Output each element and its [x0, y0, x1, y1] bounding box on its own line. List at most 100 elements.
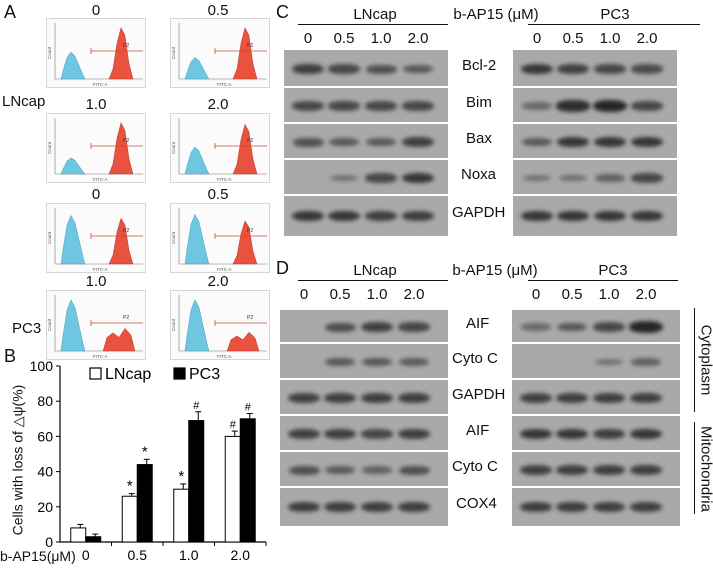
protein-band	[519, 501, 553, 513]
x-axis-label: FITC-A	[217, 354, 232, 359]
significance-marker: #	[230, 419, 237, 431]
protein-band	[362, 466, 392, 474]
protein-label: AIF	[466, 422, 490, 439]
bar-lncap	[121, 495, 138, 543]
blot-strip-pc3	[512, 342, 680, 380]
protein-band	[631, 358, 661, 366]
protein-label: Cyto C	[452, 458, 498, 475]
protein-band	[364, 210, 398, 222]
histogram-dose-label: 0	[91, 2, 101, 19]
gate-label: P2	[123, 43, 129, 49]
blot-strip-pc3	[512, 378, 680, 416]
dose-label-lncap: 1.0	[366, 286, 388, 303]
gate-label: P2	[247, 228, 253, 234]
protein-band	[629, 392, 663, 404]
blot-strip-lncap	[284, 86, 448, 124]
protein-band	[519, 464, 553, 476]
histogram-dose-label: 2.0	[207, 273, 229, 290]
significance-marker: #	[193, 400, 200, 412]
protein-label: Bim	[466, 94, 492, 111]
panel-c-pc3-rule	[528, 24, 700, 25]
protein-band	[522, 174, 552, 182]
high-signal-peak	[108, 217, 134, 265]
protein-band	[361, 429, 393, 439]
blot-strip-pc3	[513, 86, 677, 124]
dose-label-pc3: 2.0	[636, 30, 658, 47]
gate-label: P2	[247, 315, 253, 321]
protein-band	[292, 137, 324, 147]
dose-label-lncap: 1.0	[370, 30, 392, 47]
protein-band	[288, 465, 320, 475]
panel-d-dose-title: b-AP15 (μM)	[452, 262, 538, 279]
significance-marker: *	[127, 478, 133, 495]
panel-a-cell-label-lncap: LNcap	[2, 93, 46, 110]
y-tick-label: 80	[37, 393, 53, 409]
protein-band	[521, 323, 551, 331]
protein-band	[631, 173, 663, 183]
legend-swatch-lncap	[89, 367, 102, 380]
protein-band	[630, 210, 664, 222]
legend-swatch-pc3	[173, 367, 186, 380]
y-tick-label: 100	[30, 358, 53, 374]
bar-pc3	[136, 464, 153, 543]
blot-strip-pc3	[512, 308, 680, 344]
panel-c-lncap-rule	[298, 24, 448, 25]
protein-band	[631, 101, 663, 111]
protein-band	[555, 501, 589, 513]
y-axis-label: Count	[171, 141, 176, 154]
protein-band	[397, 392, 431, 404]
protein-band	[323, 392, 357, 404]
protein-band	[556, 100, 590, 112]
protein-label: Bax	[466, 130, 492, 147]
significance-marker: #	[245, 402, 252, 414]
protein-label: GAPDH	[452, 386, 506, 403]
flow-histogram: P2 FITC-A Count	[46, 290, 146, 360]
panel-a-letter: A	[4, 2, 17, 22]
protein-band	[328, 137, 360, 147]
protein-band	[594, 64, 626, 74]
protein-band	[361, 357, 393, 367]
protein-band	[398, 465, 430, 475]
legend-label-pc3: PC3	[189, 366, 220, 383]
protein-label: Noxa	[461, 166, 497, 183]
flow-histogram: P2 FITC-A Count	[46, 113, 146, 183]
protein-band	[593, 136, 627, 148]
panel-b-y-axis-label: Cells with loss of △ψ(%)	[9, 384, 26, 536]
blot-strip-lncap	[280, 414, 448, 452]
protein-label: Bcl-2	[462, 57, 497, 74]
dose-label-lncap: 2.0	[407, 30, 429, 47]
protein-band	[291, 63, 325, 75]
panel-c-pc3-title: PC3	[600, 6, 630, 23]
flow-histogram: P2 FITC-A Count	[170, 203, 270, 273]
protein-band	[593, 100, 627, 112]
protein-band	[520, 63, 554, 75]
protein-band	[592, 428, 626, 440]
protein-band	[397, 501, 431, 513]
x-axis-label: FITC-A	[93, 354, 108, 359]
gate-label: P2	[123, 228, 129, 234]
dose-label-lncap: 0	[303, 30, 313, 47]
dose-label-pc3: 0	[532, 30, 542, 47]
histogram-dose-label: 1.0	[85, 96, 107, 113]
bar-pc3	[188, 420, 205, 543]
protein-band	[398, 357, 430, 367]
protein-band	[328, 64, 360, 74]
blot-strip-lncap	[284, 194, 448, 236]
low-signal-peak	[184, 57, 210, 80]
panel-b-y-axis-label-wrap: Cells with loss of △ψ(%)	[8, 376, 28, 544]
flow-histogram: P2 FITC-A Count	[46, 203, 146, 273]
protein-band	[329, 174, 359, 182]
protein-band	[558, 174, 588, 182]
flow-histogram-plot: P2 FITC-A Count	[47, 23, 143, 87]
dose-label-pc3: 2.0	[635, 286, 657, 303]
panel-b-letter: B	[4, 346, 17, 366]
y-tick-label: 60	[37, 428, 53, 444]
protein-band	[593, 322, 625, 332]
mitochondria-bracket	[694, 422, 695, 514]
y-tick-label: 40	[37, 464, 53, 480]
panel-d-lncap-title: LNcap	[353, 262, 397, 279]
flow-histogram-plot: P2 FITC-A Count	[171, 295, 267, 359]
panel-a-cell-label-pc3: PC3	[12, 320, 42, 337]
protein-band	[594, 358, 624, 366]
y-tick-label: 0	[45, 534, 53, 550]
